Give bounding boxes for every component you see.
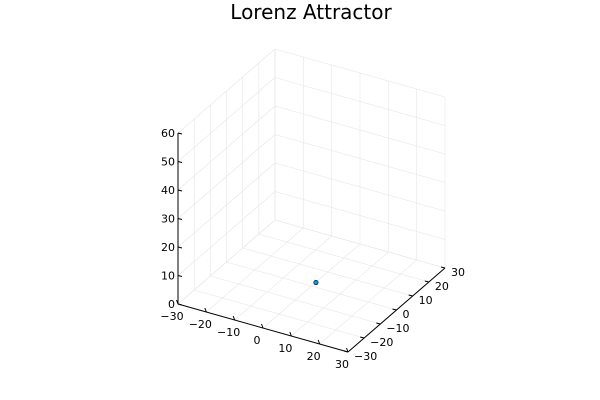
z-tick-label: 20 [161, 241, 175, 254]
y-tick [424, 280, 429, 283]
x-tick [232, 315, 236, 321]
grid-line-floor-y [226, 261, 397, 311]
x-tick [261, 323, 264, 329]
tick-labels: −30−20−100102030−30−20−10010203001020304… [160, 127, 465, 371]
grid-line-back-z [274, 105, 446, 155]
grid-line-wall-z [177, 48, 276, 134]
x-tick-label: −10 [217, 326, 240, 339]
x-tick-label: 20 [307, 350, 321, 363]
z-tick-label: 0 [168, 298, 175, 311]
y-tick [392, 308, 397, 311]
grid-line-floor-y [194, 289, 365, 339]
x-tick-label: −30 [160, 310, 183, 323]
z-tick [177, 161, 183, 163]
y-tick [343, 350, 349, 353]
grid-line-wall-z [177, 191, 276, 276]
y-tick-label: 0 [403, 308, 410, 321]
z-tick [177, 246, 183, 249]
x-tick [204, 307, 207, 313]
x-tick-label: −20 [189, 318, 212, 331]
grid-line-wall-z [177, 134, 276, 219]
z-tick [177, 132, 183, 135]
grid-line-floor-y [210, 275, 381, 325]
z-tick-label: 30 [161, 213, 175, 226]
y-tick [408, 294, 413, 297]
x-tick [176, 299, 179, 305]
y-tick-label: −30 [354, 350, 377, 363]
data-point [313, 280, 319, 286]
z-tick-label: 50 [161, 156, 175, 169]
grid-line-back-z [274, 48, 446, 98]
grid-line-floor-y [258, 233, 429, 283]
x-tick-label: 10 [278, 342, 292, 355]
grid-line-back-z [274, 162, 446, 212]
y-tick-label: 30 [451, 266, 465, 279]
grid-line-back-z [274, 191, 446, 240]
x-tick [346, 347, 349, 353]
y-tick-label: 10 [419, 294, 433, 307]
axes [176, 132, 446, 353]
grid-line-back-z [274, 134, 446, 183]
z-tick-label: 10 [161, 270, 175, 283]
x-tick [289, 331, 292, 337]
z-tick-label: 40 [161, 184, 175, 197]
grid-line-floor-y [242, 247, 413, 297]
y-tick-label: −20 [370, 336, 393, 349]
y-tick-label: −10 [386, 322, 409, 335]
x-tick [317, 339, 321, 345]
grid-line-back-z [274, 77, 446, 126]
data-points [313, 280, 319, 286]
x-tick-label: 30 [335, 358, 349, 371]
z-tick [177, 303, 183, 306]
grid-line-wall-z [177, 105, 276, 191]
z-tick [177, 189, 183, 192]
grid-line-back-z [274, 219, 446, 269]
grid-line-wall-z [177, 162, 276, 248]
y-tick [376, 322, 381, 325]
chart-title: Lorenz Attractor [230, 0, 392, 24]
z-tick-label: 60 [161, 127, 175, 140]
z-tick [177, 275, 183, 277]
y-tick [440, 266, 446, 269]
y-tick-label: 20 [435, 280, 449, 293]
grid-line-wall-z [177, 219, 276, 305]
z-tick [177, 218, 183, 220]
grid-line-wall-z [177, 77, 276, 162]
x-tick-label: 0 [254, 334, 261, 347]
grid [177, 48, 446, 353]
y-tick [360, 336, 365, 339]
